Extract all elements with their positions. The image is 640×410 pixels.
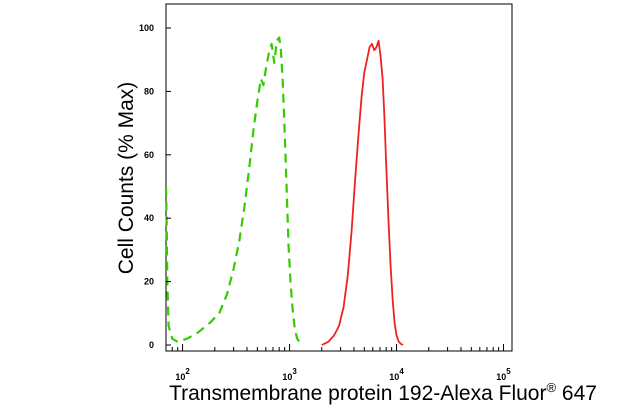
- plot-area: [165, 3, 513, 352]
- y-tick-label: 60: [144, 150, 154, 160]
- x-axis-title-main: Transmembrane protein 192-Alexa Fluor: [169, 382, 546, 405]
- x-tick-label: 104: [389, 367, 404, 382]
- x-tick-label: 105: [496, 367, 511, 382]
- x-tick-label: 102: [175, 367, 190, 382]
- x-axis-title: Transmembrane protein 192-Alexa Fluor® 6…: [169, 380, 597, 405]
- x-tick-label: 103: [282, 367, 297, 382]
- y-tick-label: 40: [144, 213, 154, 223]
- series-line-1: [164, 36, 304, 346]
- series-layer: [164, 36, 404, 346]
- y-tick-label: 0: [149, 340, 154, 350]
- y-tick-label: 100: [139, 23, 154, 33]
- x-axis-title-registered: ®: [546, 380, 556, 395]
- x-axis: 102 103 104 105: [165, 344, 511, 382]
- y-axis-title: Cell Counts (% Max): [115, 82, 138, 275]
- x-axis-title-suffix: 647: [556, 382, 597, 405]
- y-axis: 0 20 40 60 80 100: [139, 23, 171, 350]
- y-tick-label: 20: [144, 277, 154, 287]
- y-tick-label: 80: [144, 86, 154, 96]
- series-line-2: [321, 39, 404, 346]
